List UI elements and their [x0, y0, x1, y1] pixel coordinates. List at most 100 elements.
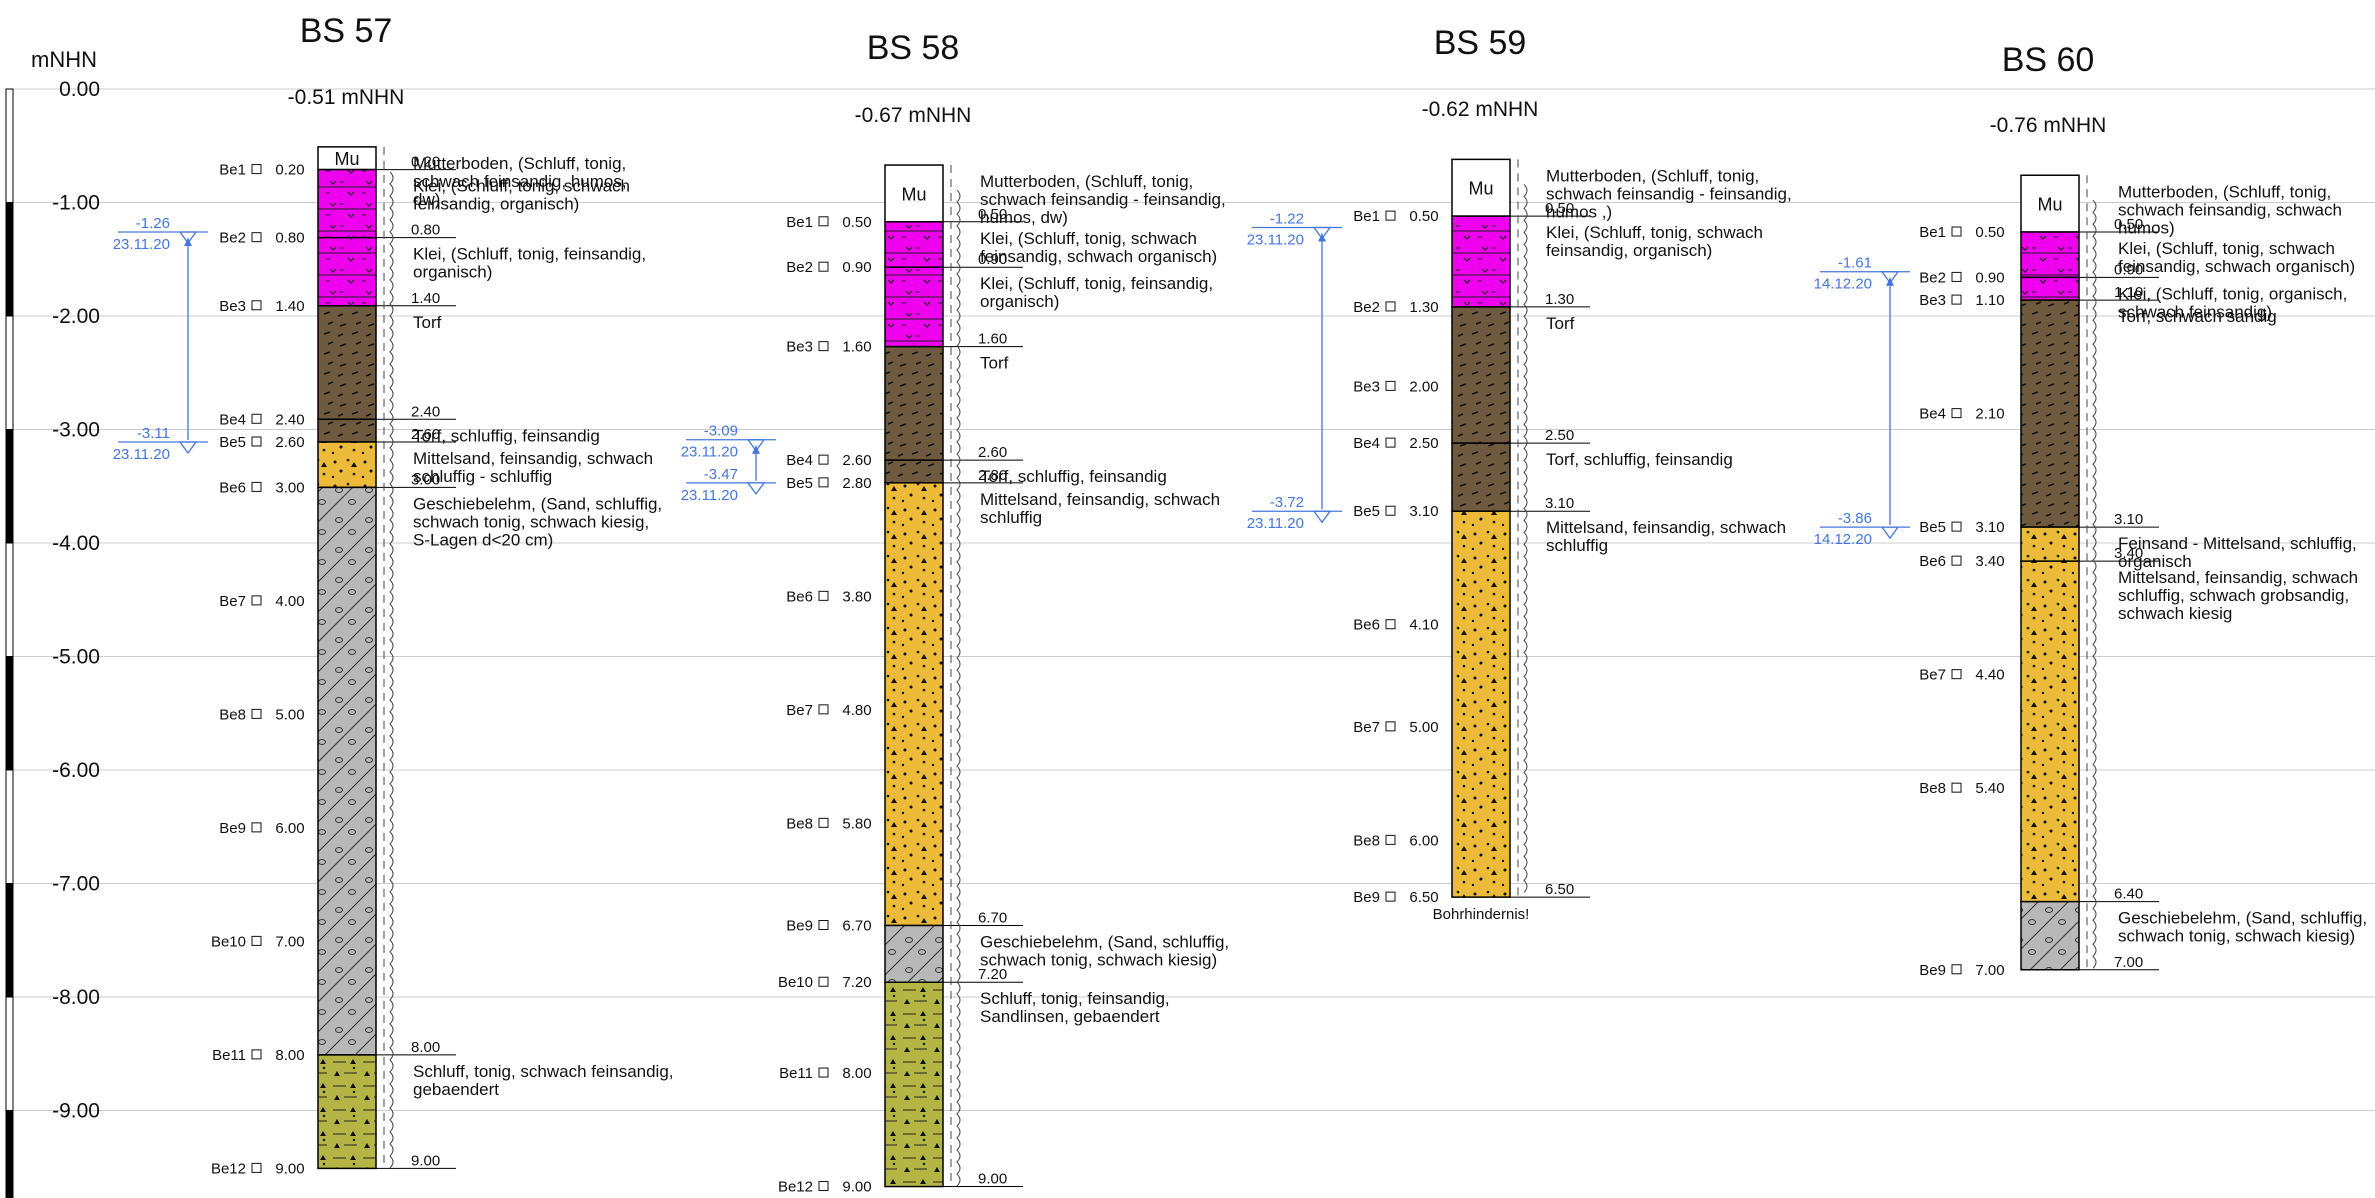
borehole-title: BS 57 — [300, 12, 393, 50]
sample-box — [1385, 619, 1396, 630]
sample-box — [1385, 437, 1396, 448]
layer-bottom-depth: 0.50 — [2114, 216, 2143, 233]
sample-label: Be7 — [786, 702, 813, 719]
layer-description: Torf — [980, 354, 1009, 373]
sample-depth: 2.00 — [1409, 378, 1438, 395]
sample-box — [251, 935, 262, 946]
layer-bottom-depth: 2.50 — [1545, 427, 1574, 444]
sample-box — [251, 1162, 262, 1173]
sample-box — [1385, 301, 1396, 312]
sample-depth: 0.50 — [1975, 224, 2004, 241]
layer-description: Feinsand - Mittelsand, schluffig, — [2118, 534, 2357, 553]
water-level-marker — [746, 439, 766, 452]
layer-description: schwach tonig, schwach kiesig, — [413, 512, 649, 531]
soil-layer — [1451, 215, 1511, 308]
borehole-elevation: -0.51 mNHN — [288, 86, 405, 109]
sample-depth: 3.40 — [1975, 553, 2004, 570]
sample-box — [1951, 964, 1962, 975]
borehole-title: BS 59 — [1434, 24, 1527, 62]
layer-description: Mutterboden, (Schluff, tonig, — [413, 154, 626, 173]
sample-box — [1385, 721, 1396, 732]
water-level-value: -3.47 — [704, 466, 738, 483]
water-level-date: 23.11.20 — [113, 446, 170, 463]
layer-description: Schluff, tonig, schwach feinsandig, — [413, 1062, 674, 1081]
sample-depth: 3.80 — [842, 588, 871, 605]
layer-bottom-depth: 6.50 — [1545, 881, 1574, 898]
sample-label: Be11 — [779, 1065, 813, 1082]
layer-bottom-depth: 2.40 — [411, 403, 440, 420]
layer-bottom-depth: 3.40 — [2114, 545, 2143, 562]
sample-label: Be2 — [786, 259, 813, 276]
layer-description: humos ,) — [1546, 202, 1612, 221]
sample-box — [1951, 294, 1962, 305]
sample-depth: 4.40 — [1975, 667, 2004, 684]
water-level-marker — [746, 482, 766, 495]
layer-description: Mittelsand, feinsandig, schwach — [2118, 568, 2358, 587]
layer-description: dw) — [413, 190, 440, 209]
sample-label: Be3 — [1353, 378, 1380, 395]
layer-description: gebaendert — [413, 1080, 499, 1099]
layer-bottom-depth: 1.30 — [1545, 291, 1574, 308]
sample-depth: 8.00 — [842, 1065, 871, 1082]
scale-bar-segment — [5, 88, 14, 203]
sample-box — [251, 232, 262, 243]
sample-label: Be8 — [219, 706, 246, 723]
layer-bottom-depth: 6.70 — [978, 909, 1007, 926]
soil-layer — [2020, 231, 2080, 279]
soil-layer — [884, 266, 944, 348]
sample-label: Be8 — [786, 815, 813, 832]
axis-tick-label: -7.00 — [52, 873, 100, 896]
layer-description: Geschiebelehm, (Sand, schluffig, — [413, 494, 662, 513]
soil-layer — [317, 418, 377, 443]
sample-depth: 6.00 — [1409, 832, 1438, 849]
sample-label: Be1 — [219, 162, 246, 179]
layer-description: Torf — [1546, 314, 1575, 333]
sample-depth: 5.80 — [842, 815, 871, 832]
layer-bottom-depth: 7.00 — [2114, 954, 2143, 971]
axis-tick-label: -3.00 — [52, 419, 100, 442]
sample-label: Be12 — [778, 1179, 813, 1196]
sample-label: Be4 — [1353, 435, 1380, 452]
sample-label: Be8 — [1919, 780, 1946, 797]
soil-layer — [884, 482, 944, 927]
layer-description: feinsandig, organisch) — [1546, 241, 1712, 260]
sample-box — [251, 1049, 262, 1060]
sample-label: Be10 — [211, 933, 246, 950]
borehole-note: Bohrhindernis! — [1433, 906, 1530, 923]
sample-box — [818, 216, 829, 227]
layer-bottom-depth: 3.00 — [411, 471, 440, 488]
layer-bottom-depth: 9.00 — [978, 1171, 1007, 1188]
sample-label: Be11 — [212, 1047, 246, 1064]
sample-box — [1385, 210, 1396, 221]
sample-box — [818, 590, 829, 601]
layer-description: Torf, schwach sandig — [2118, 307, 2277, 326]
soil-layer — [1451, 442, 1511, 512]
water-level-marker — [178, 231, 198, 245]
water-level-date: 23.11.20 — [1247, 231, 1304, 248]
borehole-elevation: -0.62 mNHN — [1422, 98, 1539, 121]
water-level-value: -1.61 — [1838, 255, 1872, 272]
layer-description: S-Lagen d<20 cm) — [413, 530, 553, 549]
soil-layer — [884, 924, 944, 983]
sample-label: Be6 — [1353, 617, 1380, 634]
borehole-title: BS 60 — [2002, 41, 2095, 79]
soil-layer — [2020, 299, 2080, 528]
sample-box — [251, 413, 262, 424]
sample-box — [818, 1067, 829, 1078]
water-rise-arrowhead — [752, 445, 760, 454]
soil-layer — [1451, 510, 1511, 898]
sample-depth: 5.00 — [275, 706, 304, 723]
scale-bar-segment — [5, 542, 14, 657]
soil-layer — [1451, 158, 1511, 217]
sample-depth: 5.40 — [1975, 780, 2004, 797]
sample-depth: 7.00 — [275, 933, 304, 950]
axis-tick-label: -8.00 — [52, 986, 100, 1009]
sample-label: Be5 — [1919, 519, 1946, 536]
sample-depth: 2.50 — [1409, 435, 1438, 452]
layer-bottom-depth: 0.80 — [411, 222, 440, 239]
layer-description: Sandlinsen, gebaendert — [980, 1007, 1160, 1026]
axis-tick-label: -6.00 — [52, 759, 100, 782]
water-level-value: -3.72 — [1270, 494, 1304, 511]
